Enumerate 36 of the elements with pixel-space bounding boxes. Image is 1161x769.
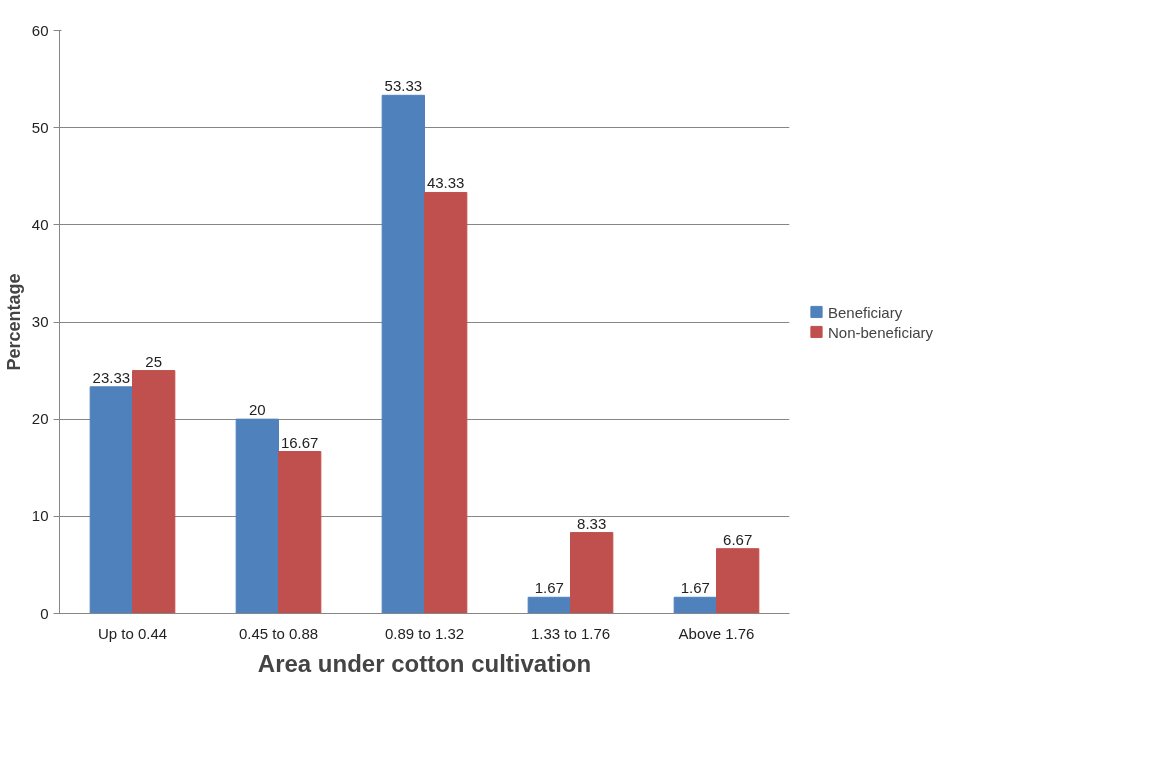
- bar: [89, 386, 133, 614]
- bar: [278, 451, 322, 614]
- y-axis-title: Percentage: [3, 273, 24, 371]
- bar: [673, 596, 717, 614]
- x-axis-title: Area under cotton cultivation: [257, 649, 592, 677]
- bar: [527, 596, 571, 614]
- bar: [235, 418, 279, 614]
- x-tick-label: Up to 0.44: [97, 624, 168, 642]
- y-tick-label: 30: [31, 313, 49, 330]
- y-tick-label: 20: [31, 410, 49, 428]
- x-tick-label: 0.45 to 0.88: [238, 624, 319, 642]
- bar: [570, 532, 614, 614]
- data-label: 43.33: [426, 174, 465, 192]
- x-tick-label: 0.89 to 1.32: [384, 624, 465, 642]
- bar: [381, 94, 425, 614]
- x-tick-label: 1.33 to 1.76: [530, 624, 611, 642]
- data-label: 8.33: [577, 514, 607, 532]
- legend-label: Non-beneficiary: [828, 323, 934, 340]
- bar: [716, 548, 760, 614]
- y-tick-label: 40: [31, 215, 49, 233]
- y-tick-label: 60: [31, 21, 49, 39]
- data-label: 1.67: [680, 579, 710, 597]
- data-label: 6.67: [723, 530, 753, 548]
- data-label: 25: [145, 352, 163, 370]
- x-tick-label: Above 1.76: [678, 624, 755, 642]
- bar: [132, 370, 176, 614]
- y-tick-label: 50: [31, 118, 49, 136]
- data-label: 16.67: [280, 433, 319, 451]
- y-tick-label: 0: [40, 604, 49, 622]
- legend-label: Beneficiary: [828, 303, 903, 320]
- y-tick-label: 10: [31, 507, 49, 525]
- data-label: 53.33: [384, 77, 423, 95]
- data-label: 23.33: [92, 368, 131, 386]
- data-label: 1.67: [534, 579, 564, 597]
- bar: [424, 191, 468, 614]
- data-label: 20: [248, 401, 266, 419]
